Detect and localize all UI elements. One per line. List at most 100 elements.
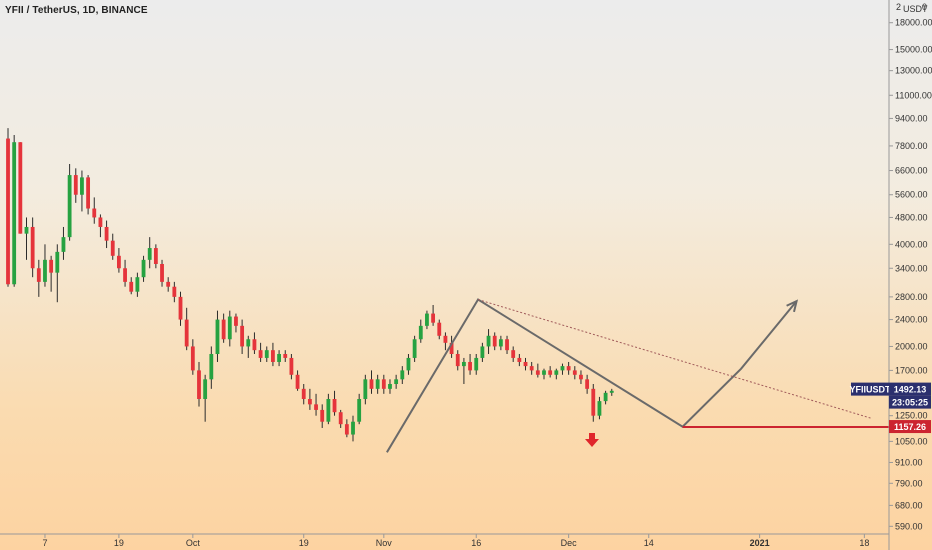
candle-body	[332, 398, 337, 413]
candle-body	[277, 354, 281, 362]
candle-body	[234, 316, 238, 326]
candle	[486, 329, 491, 355]
candle	[585, 374, 590, 394]
time-tick-label: 19	[114, 538, 124, 548]
candle-series	[6, 128, 614, 442]
candle	[498, 335, 503, 351]
candle	[443, 332, 448, 351]
time-tick-label: Nov	[376, 538, 393, 548]
candle	[80, 170, 84, 212]
candle-body	[566, 366, 571, 371]
candle	[153, 244, 158, 269]
candle-body	[486, 335, 491, 347]
candle	[12, 135, 17, 287]
candle	[61, 226, 66, 260]
projection-arrowhead	[786, 299, 799, 313]
candle-body	[498, 339, 503, 347]
symbol-tag	[851, 382, 889, 396]
trend-line	[477, 299, 871, 419]
candle-body	[61, 237, 66, 252]
candle	[449, 335, 454, 358]
candle-body	[492, 335, 497, 347]
candle	[43, 244, 47, 287]
candle	[24, 217, 29, 260]
time-tick-label: Dec	[561, 538, 578, 548]
candle	[344, 419, 349, 438]
candle-body	[147, 248, 152, 260]
candle	[178, 291, 183, 326]
candle-body	[320, 409, 325, 422]
price-tick-label: 5600.00	[895, 190, 928, 200]
candle-body	[474, 357, 479, 371]
price-tick-label: 7800.00	[895, 141, 928, 151]
candle	[523, 357, 528, 371]
candle	[184, 307, 189, 351]
candle	[197, 361, 201, 407]
price-tick-label: 2800.00	[895, 292, 928, 302]
candle	[369, 370, 374, 394]
price-tick-label: 2000.00	[895, 341, 928, 351]
candle	[258, 342, 263, 362]
candle-body	[461, 361, 466, 367]
candle	[135, 272, 140, 297]
candle-body	[455, 354, 460, 367]
candle-body	[49, 259, 54, 273]
time-tick-label: 16	[471, 538, 481, 548]
candle	[603, 390, 608, 405]
candle-body	[240, 325, 245, 347]
candle-body	[431, 313, 436, 323]
candle	[301, 383, 306, 405]
candle-body	[6, 138, 10, 285]
candle-body	[560, 366, 565, 371]
time-axis[interactable]: 7 19 Oct 19 Nov 16 Dec 14 2021 18	[42, 534, 869, 548]
candle-body	[30, 226, 35, 269]
candle-body	[252, 339, 257, 351]
candle-body	[135, 277, 140, 292]
candle-body	[591, 388, 596, 416]
price-tick-label: 11000.00	[895, 90, 932, 100]
candle-body	[86, 177, 91, 209]
candle	[468, 354, 472, 375]
candle	[240, 319, 245, 355]
candle	[172, 281, 177, 303]
candle-body	[523, 361, 528, 367]
last-price-tag	[889, 382, 931, 396]
candle	[597, 396, 602, 420]
candle-body	[381, 379, 386, 389]
candle	[160, 259, 164, 287]
candle	[480, 342, 485, 362]
candle-body	[597, 401, 602, 416]
price-tick-label: 4000.00	[895, 239, 928, 249]
candle-body	[468, 361, 472, 371]
candle-body	[388, 383, 392, 389]
candle-body	[283, 354, 288, 358]
candle-body	[579, 374, 583, 380]
candle	[190, 339, 195, 375]
down-arrow-icon	[585, 433, 599, 448]
candle	[591, 383, 596, 422]
price-tick-label: 1050.00	[895, 436, 928, 446]
candle	[203, 374, 208, 422]
candle	[560, 363, 565, 375]
candle-body	[394, 379, 399, 384]
candle	[400, 366, 405, 384]
candle-body	[92, 208, 97, 218]
candle-body	[535, 370, 540, 375]
candle	[437, 319, 442, 340]
candle-body	[110, 240, 115, 256]
price-axis-partial-label: 2	[896, 2, 901, 12]
candle-body	[369, 379, 374, 389]
candle	[388, 379, 392, 394]
candle	[227, 310, 232, 347]
price-tick-label: 790.00	[895, 478, 923, 488]
candle	[425, 310, 429, 330]
candle-body	[67, 175, 72, 238]
candle-body	[190, 346, 195, 371]
candle-body	[80, 177, 84, 195]
candle-body	[209, 354, 214, 380]
candle	[98, 214, 103, 238]
candle	[431, 304, 436, 326]
price-tick-label: 6600.00	[895, 166, 928, 176]
